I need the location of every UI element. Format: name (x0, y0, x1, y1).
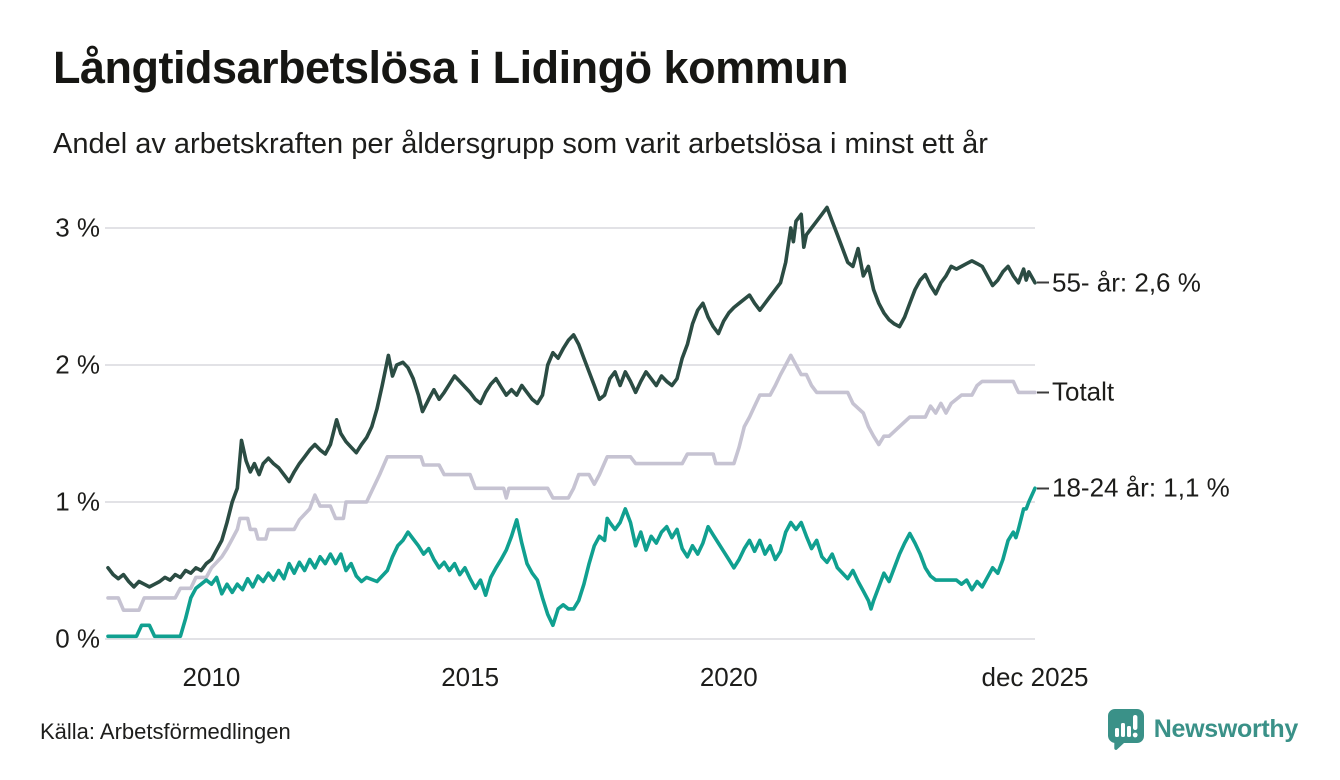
label-tick-dash (1037, 281, 1049, 284)
page-title: Långtidsarbetslösa i Lidingö kommun (53, 42, 849, 93)
series-end-label-text: 18-24 år: 1,1 % (1052, 472, 1230, 503)
y-tick-label: 0 % (55, 623, 100, 654)
series-end-label: 18-24 år: 1,1 % (1037, 473, 1230, 504)
source-credit: Källa: Arbetsförmedlingen (40, 719, 291, 744)
series-line-Totalt (106, 353, 1037, 613)
series-end-label-text: Totalt (1052, 376, 1115, 407)
series-end-label-text: 55- år: 2,6 % (1052, 267, 1201, 298)
label-tick-dash (1037, 391, 1049, 394)
series-end-label: 55- år: 2,6 % (1037, 267, 1201, 298)
series-line-55-år (106, 205, 1037, 589)
series-end-label: Totalt (1037, 377, 1114, 408)
y-tick-label: 2 % (55, 349, 100, 380)
x-tick-label: dec 2025 (981, 662, 1089, 692)
newsworthy-icon (1107, 709, 1144, 750)
line-chart-plot (105, 205, 1037, 640)
page-subtitle: Andel av arbetskraften per åldersgrupp s… (53, 128, 988, 160)
y-tick-label: 3 % (55, 212, 100, 243)
brand-name: Newsworthy (1153, 714, 1299, 743)
x-tick-label: 2020 (699, 662, 758, 692)
brand-logo: Newsworthy (1107, 708, 1298, 750)
y-tick-label: 1 % (55, 486, 100, 517)
x-tick-label: 2015 (441, 662, 500, 692)
series-line-18-24-år (106, 486, 1037, 639)
label-tick-dash (1037, 487, 1049, 490)
x-tick-label: 2010 (182, 662, 241, 692)
